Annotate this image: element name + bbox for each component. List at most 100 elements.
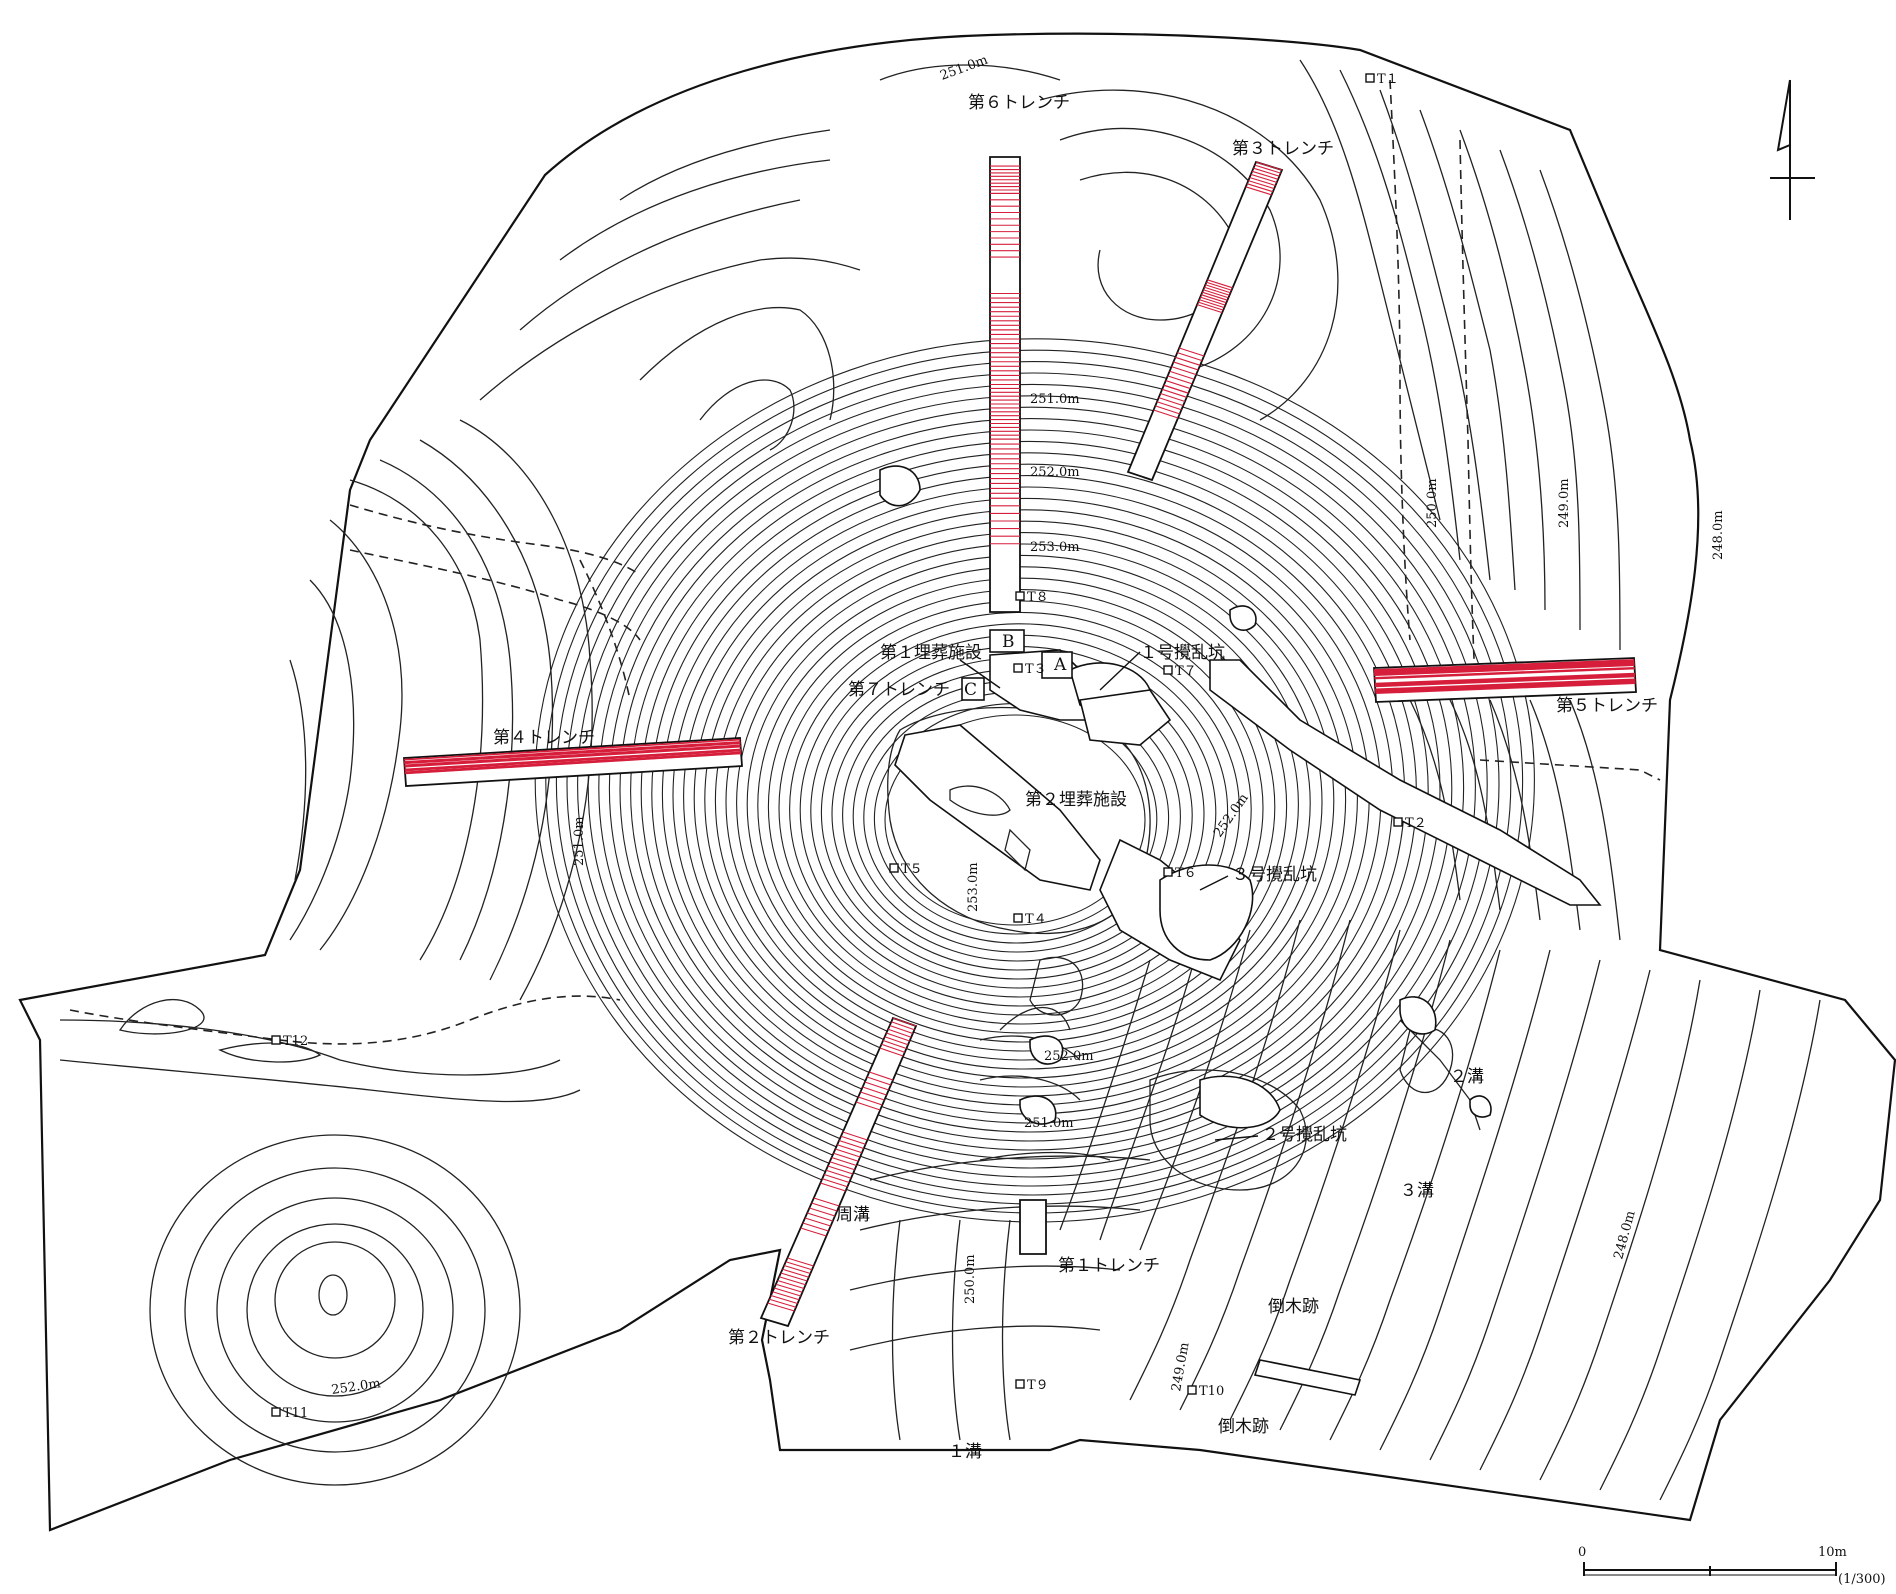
trench-section-line bbox=[770, 1294, 798, 1305]
survey-point-label: T12 bbox=[283, 1034, 308, 1049]
trench-section-line bbox=[838, 1139, 864, 1150]
trench-section-line bbox=[886, 1032, 910, 1042]
trench-section-line bbox=[1250, 173, 1277, 183]
section-box bbox=[989, 629, 1025, 653]
trench-section-line bbox=[769, 1298, 797, 1308]
trench-section-line bbox=[767, 1302, 795, 1312]
elev-251-west: 251.0m bbox=[572, 816, 587, 866]
mound-contour-line bbox=[619, 429, 1441, 1151]
survey-point-t2: T２ bbox=[1393, 816, 1427, 831]
trench-section-line bbox=[1374, 673, 1635, 685]
trench-section-line bbox=[809, 1207, 836, 1217]
trench-section-line bbox=[811, 1202, 838, 1212]
trench-section-line bbox=[1167, 375, 1193, 385]
elev-249-east: 249.0m bbox=[1557, 478, 1572, 528]
survey-point-label: T５ bbox=[901, 862, 923, 877]
label-disturbed-1: １号攪乱坑 bbox=[1140, 643, 1225, 663]
trench-section-line bbox=[835, 1148, 861, 1158]
trench-section-line bbox=[1177, 352, 1203, 362]
trench-section-line bbox=[1374, 673, 1635, 685]
trench-section-line bbox=[1163, 384, 1189, 394]
survey-point-t11: T11 bbox=[271, 1406, 308, 1421]
label-trench-1: 第１トレンチ bbox=[1058, 1256, 1160, 1276]
trench-section-line bbox=[1158, 397, 1184, 407]
survey-point-label: T３ bbox=[1025, 662, 1047, 677]
elev-252-southwest: 252.0m bbox=[330, 1376, 381, 1398]
trench-section-line bbox=[783, 1264, 811, 1275]
trench-section-line bbox=[1248, 180, 1275, 190]
trench-section-line bbox=[831, 1156, 857, 1167]
trench-section-line bbox=[1375, 676, 1636, 688]
survey-point-label: T11 bbox=[283, 1406, 308, 1421]
mound-contour-line bbox=[736, 554, 1311, 1052]
label-trench-5: 第５トレンチ bbox=[1556, 696, 1658, 716]
trench-section-line bbox=[1204, 286, 1230, 296]
survey-point-t3: T３ bbox=[1013, 662, 1047, 677]
trench-section-line bbox=[1375, 680, 1636, 692]
label-section-a: A bbox=[1053, 655, 1067, 675]
trench-section-line bbox=[1374, 668, 1635, 680]
label-section-b: B bbox=[1002, 632, 1015, 652]
trench-section-line bbox=[787, 1257, 814, 1267]
trench-section-line bbox=[825, 1169, 852, 1179]
trench-section-line bbox=[1375, 682, 1636, 695]
trench-section-line bbox=[782, 1268, 809, 1278]
trench-section-line bbox=[404, 739, 741, 761]
section-box bbox=[961, 677, 985, 701]
elev-249-south: 249.0m bbox=[1169, 1341, 1192, 1392]
section-markers bbox=[961, 629, 1073, 701]
trench-section-line bbox=[774, 1287, 801, 1297]
trench-section-line bbox=[855, 1101, 881, 1111]
trench-section-line bbox=[1375, 681, 1636, 693]
label-burial-2: 第２埋葬施設 bbox=[1025, 790, 1127, 810]
mound-contour-line bbox=[566, 372, 1500, 1196]
mound-contour-line bbox=[884, 714, 1146, 926]
scale-end: 10m bbox=[1818, 1545, 1847, 1560]
trench-section-line bbox=[1169, 370, 1195, 380]
trench-section-line bbox=[827, 1165, 854, 1175]
elev-250-east: 250.0m bbox=[1425, 478, 1440, 528]
mound-contour-line bbox=[714, 532, 1335, 1070]
trench-section-line bbox=[829, 1161, 855, 1171]
label-fallen-tree-2: 倒木跡 bbox=[1218, 1417, 1269, 1437]
label-ditch-3: ３溝 bbox=[1400, 1181, 1434, 1201]
trench-section-line bbox=[1251, 170, 1279, 180]
trench-section-line bbox=[869, 1071, 894, 1081]
trench-section-line bbox=[1253, 167, 1280, 177]
trench-section-line bbox=[822, 1178, 848, 1188]
survey-point-t4: T４ bbox=[1013, 912, 1047, 927]
trench-section-line bbox=[833, 1152, 859, 1162]
survey-point-label: T10 bbox=[1199, 1384, 1224, 1399]
survey-point-t5: T５ bbox=[889, 862, 923, 877]
trench-section-line bbox=[864, 1081, 889, 1091]
trench-section-line bbox=[1203, 289, 1229, 299]
trench-section-line bbox=[1201, 294, 1227, 304]
trench-section-line bbox=[1374, 664, 1635, 677]
trench-section-line bbox=[813, 1197, 840, 1207]
trench-section-line bbox=[1254, 164, 1281, 174]
label-disturbed-2: ２号攪乱坑 bbox=[1262, 1125, 1347, 1145]
trench-section-line bbox=[1255, 161, 1283, 171]
leader-lines bbox=[959, 651, 1259, 1141]
elev-248-east: 248.0m bbox=[1711, 510, 1726, 560]
trench-section-line bbox=[807, 1212, 833, 1222]
dashed-lines bbox=[69, 79, 1661, 1045]
survey-point-t1: T１ bbox=[1365, 72, 1399, 87]
label-disturbed-3: ３号攪乱坑 bbox=[1232, 865, 1317, 885]
trenches bbox=[403, 156, 1637, 1328]
trench-5 bbox=[1373, 657, 1637, 703]
trench-section-line bbox=[1161, 388, 1187, 398]
trench-section-line bbox=[1197, 301, 1224, 311]
label-trench-2: 第２トレンチ bbox=[728, 1328, 830, 1348]
site-outline bbox=[18, 32, 1896, 1532]
trench-section-line bbox=[804, 1217, 831, 1227]
elev-252-north: 252.0m bbox=[1030, 465, 1080, 480]
trench-section-line bbox=[860, 1091, 885, 1101]
south-contours bbox=[849, 1155, 1151, 1441]
elev-251-south: 251.0m bbox=[1024, 1116, 1074, 1131]
elev-252-south: 252.0m bbox=[1044, 1049, 1094, 1064]
trench-section-line bbox=[775, 1283, 803, 1293]
trench-section-line bbox=[1206, 281, 1232, 291]
label-trench-4: 第４トレンチ bbox=[493, 728, 595, 748]
